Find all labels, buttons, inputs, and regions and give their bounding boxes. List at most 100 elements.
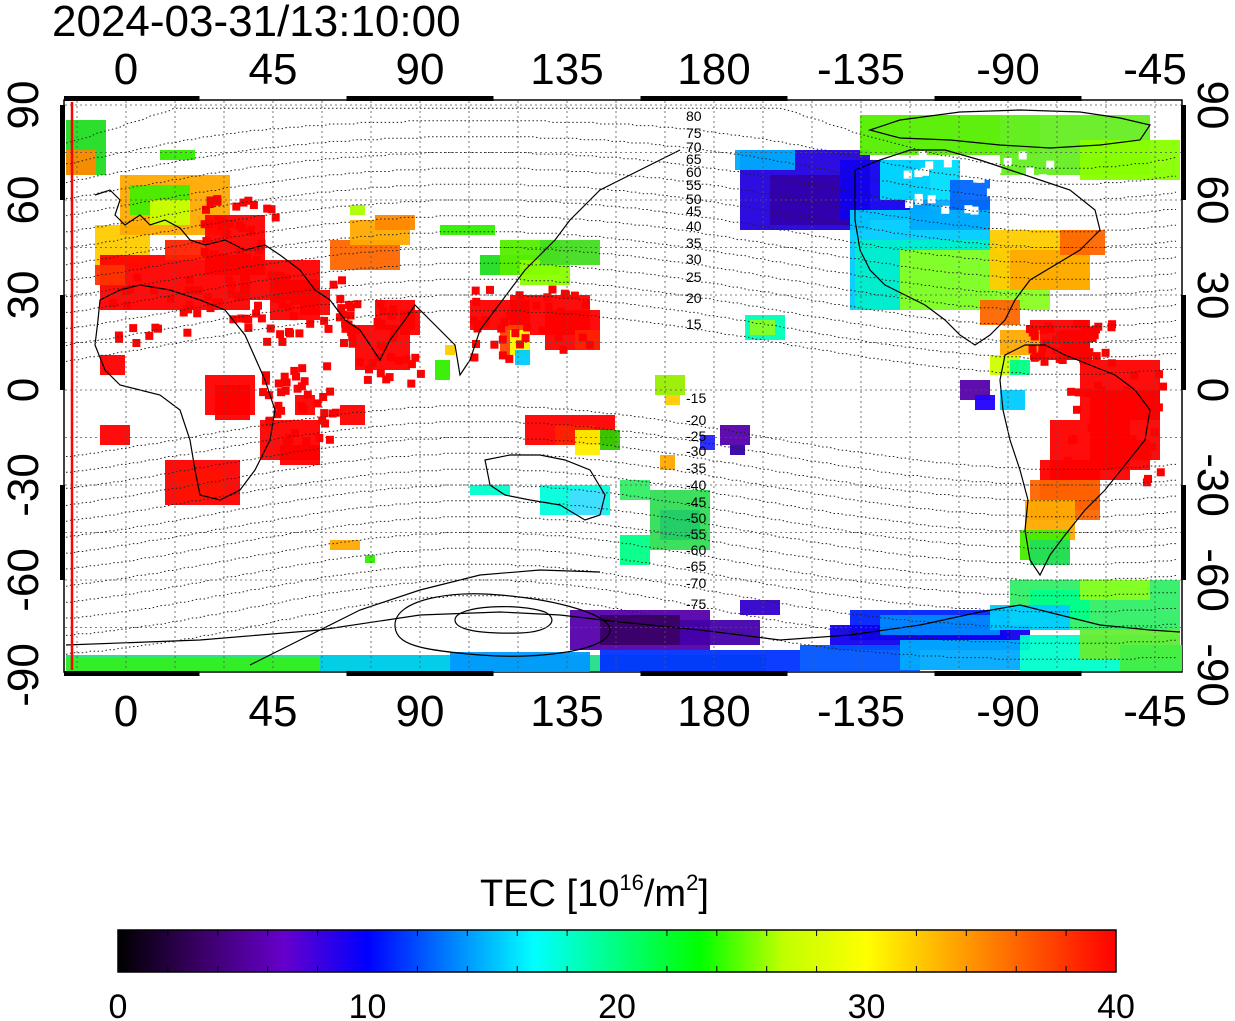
tec-speckle (921, 167, 929, 176)
coastline (454, 606, 553, 634)
tec-cell (350, 205, 365, 215)
lat-tick-left: 60 (0, 176, 48, 225)
tec-speckle (1159, 382, 1168, 391)
tec-cell (435, 360, 450, 380)
tec-cell (515, 350, 530, 365)
contour-label: 40 (686, 218, 702, 234)
tec-speckle (309, 299, 318, 308)
contour-label: 55 (686, 177, 702, 193)
tec-speckle (262, 371, 270, 380)
tec-speckle (559, 345, 568, 354)
tec-speckle (244, 196, 253, 205)
tec-speckle (497, 324, 506, 333)
contour-label: 20 (686, 290, 702, 306)
tec-speckle (145, 331, 154, 340)
contour-label: -20 (686, 412, 706, 428)
coastline (484, 454, 606, 521)
frame-bar-top (934, 96, 1082, 101)
tec-speckle (1139, 407, 1148, 416)
tec-speckle (242, 314, 250, 323)
tec-speckle (321, 419, 330, 428)
tec-cell (100, 355, 125, 375)
tec-speckle (109, 298, 118, 307)
tec-speckle (249, 201, 258, 209)
tec-speckle (402, 355, 411, 364)
tec-speckle (261, 376, 270, 385)
tec-cell (600, 430, 620, 450)
tec-cell (900, 640, 1020, 670)
tec-speckle (1039, 325, 1048, 334)
contour-line (65, 107, 1177, 169)
frame-bar-top (640, 96, 788, 101)
lat-tick-right: -30 (1188, 453, 1235, 517)
contour-label: -75 (686, 596, 706, 612)
lat-tick-right: 90 (1188, 81, 1235, 130)
tec-speckle (1052, 336, 1061, 345)
contour-line (66, 563, 1176, 628)
tec-speckle (203, 293, 212, 302)
tec-speckle (325, 435, 334, 444)
tec-speckle (1084, 354, 1093, 363)
tec-speckle (235, 221, 244, 230)
tec-speckle (1037, 351, 1046, 360)
tec-speckle (1001, 205, 1010, 214)
tec-speckle (473, 319, 482, 328)
contour-label: 35 (686, 235, 702, 251)
frame-bar-bottom (640, 671, 788, 676)
tec-cell (880, 615, 1000, 635)
frame-bar-left (60, 485, 65, 580)
tec-speckle (394, 356, 403, 365)
lon-tick-top: -45 (1123, 45, 1187, 94)
tec-speckle (472, 297, 481, 306)
left-latitude-axis: 90 60 30 0 -30 -60 -90 (0, 81, 48, 707)
tec-speckle (243, 253, 251, 262)
contour-label: -45 (686, 494, 706, 510)
tec-speckle (416, 369, 425, 378)
colorbar-gradient (117, 929, 1117, 973)
tec-speckle (289, 312, 298, 321)
coastline (854, 149, 1101, 346)
tec-speckle (323, 362, 332, 371)
tec-cell (750, 320, 775, 335)
tec-speckle (389, 305, 398, 313)
frame-bar-top (64, 96, 200, 101)
tec-speckle (376, 369, 385, 378)
lat-tick-left: 90 (0, 81, 48, 130)
tec-speckle (122, 301, 131, 310)
tec-speckle (914, 169, 923, 178)
tec-speckle (344, 320, 353, 329)
lon-tick-bottom: -45 (1123, 687, 1187, 736)
tec-speckle (970, 206, 979, 215)
tec-speckle (278, 337, 287, 346)
tec-speckle (1086, 326, 1094, 335)
tec-speckle (290, 296, 299, 305)
tec-speckle (943, 159, 952, 168)
tec-speckle (234, 293, 243, 302)
tec-speckle (269, 271, 278, 280)
tec-speckle (986, 188, 995, 197)
contour-label: -25 (686, 428, 706, 444)
tec-speckle (264, 391, 273, 400)
tec-speckle (1032, 352, 1040, 361)
colorbar-tick-label: 30 (848, 988, 886, 1021)
tec-speckle (376, 341, 385, 350)
tec-speckle (274, 379, 283, 388)
tec-speckle (254, 301, 262, 310)
contour-label: -40 (686, 477, 706, 493)
tec-speckle (244, 323, 253, 332)
tec-speckle (1073, 320, 1082, 329)
frame-bar-bottom (64, 671, 200, 676)
contour-label: 60 (686, 164, 702, 180)
tec-speckle (280, 372, 289, 381)
tec-cell (450, 652, 590, 672)
contour-line (66, 183, 1176, 248)
tec-cell (975, 395, 995, 410)
tec-speckle (1055, 330, 1064, 339)
coastline (867, 109, 1151, 149)
tec-speckle (925, 161, 934, 170)
frame-bar-left (60, 105, 65, 200)
tec-speckle (194, 286, 203, 295)
tec-speckle (498, 351, 507, 360)
tec-speckle (1015, 194, 1024, 203)
